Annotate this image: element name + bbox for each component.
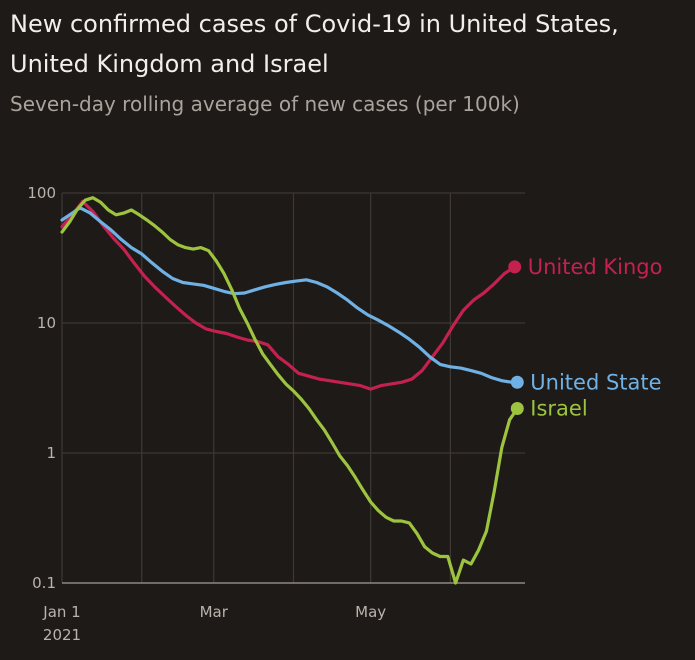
series-end-marker-united-kingdom: [508, 260, 522, 274]
series-label-united-states: United State: [530, 370, 661, 394]
x-tick-sublabel: 2021: [43, 626, 81, 644]
series-end-markers: [508, 260, 524, 415]
x-tick-label: May: [355, 603, 386, 621]
x-axis-tick-labels: Jan 1 2021 Mar May: [42, 603, 386, 644]
series-label-israel: Israel: [530, 396, 587, 420]
chart-subtitle: Seven-day rolling average of new cases (…: [10, 92, 520, 116]
y-axis-tick-labels: 100 10 1 0.1: [27, 184, 56, 592]
series-line-israel: [60, 196, 519, 585]
vertical-gridlines: [61, 193, 452, 583]
y-tick-label: 0.1: [32, 574, 56, 592]
y-tick-label: 10: [37, 314, 56, 332]
x-tick-label: Jan 1: [42, 603, 80, 621]
series-line-united-kingdom: [60, 199, 517, 391]
chart-title: New confirmed cases of Covid-19 in Unite…: [10, 10, 619, 78]
x-tick-label: Mar: [200, 603, 229, 621]
horizontal-gridlines: [62, 192, 525, 584]
y-tick-label: 100: [27, 184, 56, 202]
series-end-marker-israel: [510, 401, 524, 415]
series-end-marker-united-states: [510, 375, 524, 389]
y-tick-label: 1: [46, 444, 56, 462]
series-label-united-kingdom: United Kingo: [528, 255, 663, 279]
series-lines: [60, 196, 519, 585]
series-line-united-states: [60, 206, 519, 384]
